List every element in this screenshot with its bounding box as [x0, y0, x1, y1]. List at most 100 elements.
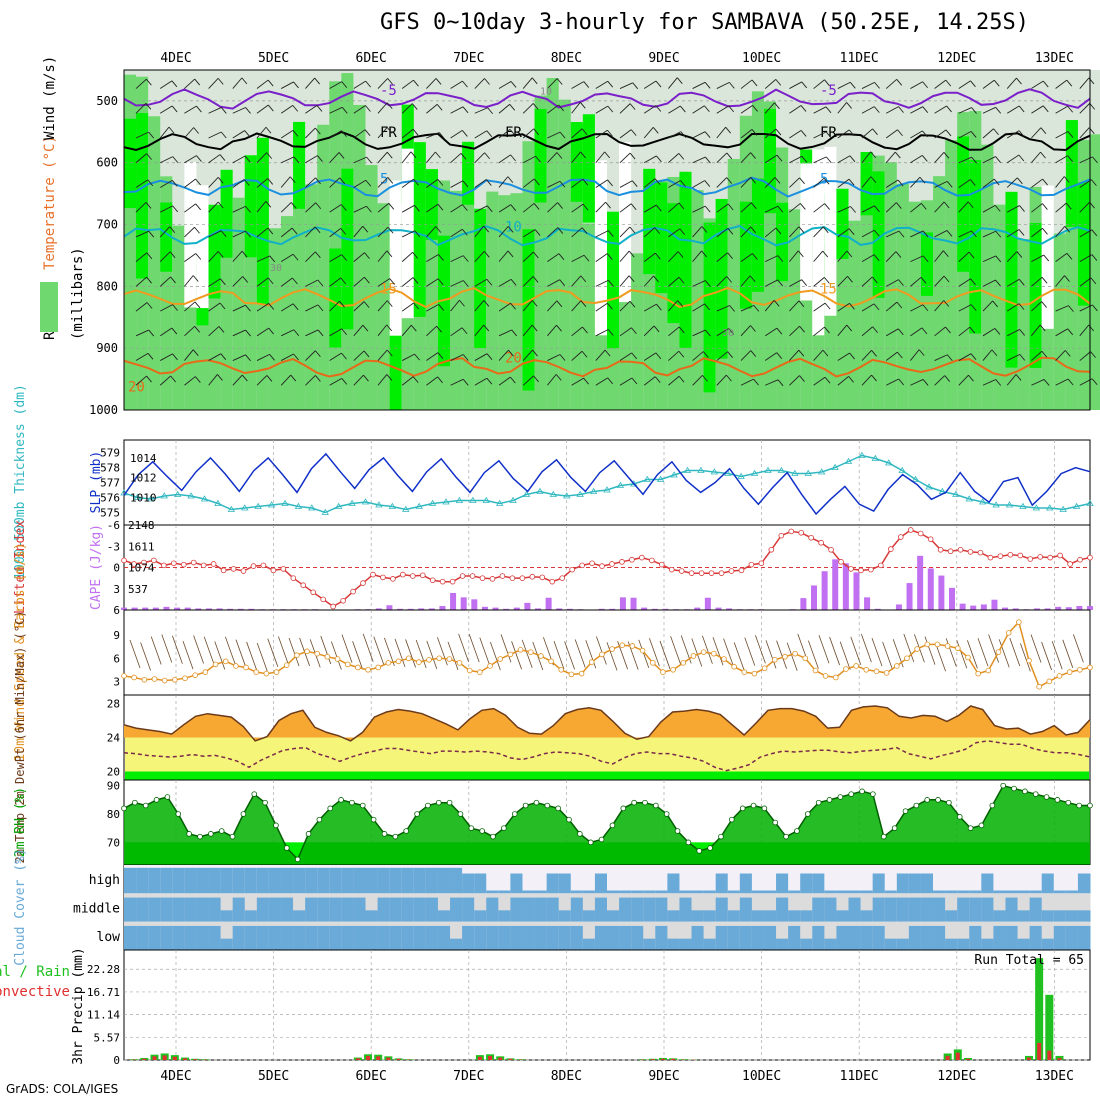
thickness-line-marker — [281, 499, 289, 506]
wind-barb — [583, 254, 590, 262]
wind-barb — [386, 324, 393, 332]
pressure-tick-label: 600 — [96, 156, 118, 170]
cape-bar — [980, 604, 987, 610]
wind-barb-10m — [988, 634, 999, 663]
cloud-cell — [788, 865, 801, 894]
wind-barb — [872, 128, 878, 136]
lifted-index-line-marker — [210, 561, 217, 567]
wind-barb — [619, 275, 630, 287]
wind-barb — [885, 78, 898, 89]
wind-barb — [510, 279, 517, 286]
lifted-index-line-marker — [708, 570, 715, 576]
wind-barb — [994, 328, 1001, 335]
cloud-cell — [776, 897, 789, 922]
cloud-cell — [1065, 890, 1079, 894]
wind-barb — [256, 126, 267, 139]
rh2m-line-marker — [859, 788, 865, 795]
wind-barb — [571, 102, 581, 114]
wind-barb — [813, 376, 826, 386]
rh-shade-cell — [1053, 233, 1067, 410]
wind-barb — [559, 279, 566, 286]
cloud-cell — [293, 910, 306, 922]
wind-barb — [338, 152, 345, 159]
wind-barb — [413, 79, 419, 87]
cloud-cell — [1029, 865, 1043, 894]
cloud-cell — [148, 867, 161, 894]
wind-speed-line-marker — [294, 652, 300, 658]
wind-barb — [547, 374, 557, 386]
rh2m-line-marker — [501, 825, 507, 831]
cloud-cell — [969, 865, 982, 894]
wind-barb — [934, 275, 945, 287]
cloud-cell — [401, 897, 415, 922]
cloud-cell — [256, 925, 270, 950]
wind-barb — [861, 205, 875, 213]
wind-barb — [643, 80, 657, 89]
wind-barb — [861, 276, 873, 287]
wind-barb — [870, 151, 877, 159]
wind-barb — [813, 302, 826, 312]
wind-barb — [1067, 155, 1074, 162]
wind-barb — [777, 279, 783, 287]
wind-barb — [232, 107, 246, 114]
wind-barb — [532, 276, 539, 283]
wind-barb — [147, 353, 154, 360]
wind-barb — [789, 177, 800, 188]
wind-barb — [1079, 277, 1092, 287]
wind-barb — [329, 352, 342, 361]
thickness-line-marker — [1005, 501, 1014, 508]
cape-bar — [174, 607, 181, 610]
wind-barb — [159, 80, 173, 89]
wind-barb — [556, 324, 562, 332]
wind-speed-line-marker — [334, 656, 341, 662]
wind-barb — [232, 230, 246, 238]
cloud-axis-label: Cloud Cover (%) — [13, 848, 28, 965]
wind-barb — [654, 178, 661, 185]
wind-barb-10m — [871, 637, 883, 667]
thickness-line-marker — [133, 493, 142, 500]
precip-tick-label: 22.28 — [87, 963, 120, 976]
wind-speed-line-marker — [538, 653, 544, 659]
wind-barb — [1091, 179, 1097, 186]
wind-barb — [595, 179, 608, 188]
precip-convective-bar — [386, 1057, 391, 1060]
wind-barb — [765, 255, 779, 263]
rh2m-line-marker — [370, 816, 377, 823]
wind-barb — [1042, 178, 1048, 186]
wind-barb — [655, 105, 662, 112]
cape-bar — [556, 608, 563, 610]
wind-barb — [861, 151, 872, 164]
wind-barb — [172, 304, 178, 311]
cloud-cell — [848, 897, 862, 922]
wind-barb — [412, 128, 419, 136]
lifted-index-line-marker — [649, 557, 655, 564]
wind-barb — [824, 376, 831, 384]
isotherm-label: 5 — [380, 171, 388, 187]
wind-barb — [789, 105, 802, 114]
cloud-cell — [896, 897, 910, 922]
rh-shade-cell — [329, 248, 343, 348]
cape-tick-label: 537 — [128, 583, 148, 596]
wind-barb — [377, 202, 390, 213]
thickness-line-marker — [992, 501, 1000, 508]
wind-speed-line-marker — [253, 669, 259, 675]
wind-barb — [582, 203, 589, 211]
wind-barb-10m — [1030, 634, 1042, 663]
wind-barb — [716, 152, 728, 164]
wind-barb-10m — [288, 637, 300, 667]
cloud-cell — [582, 865, 596, 894]
wind-speed-line-marker — [731, 663, 737, 670]
wind-barb — [581, 350, 588, 358]
lifted-index-line-marker — [469, 573, 476, 579]
wind-barb — [557, 227, 564, 234]
wind-barb — [532, 103, 539, 110]
wind-barb — [595, 80, 608, 89]
thickness-line-marker — [1059, 505, 1067, 512]
rh2m-line-marker — [316, 816, 323, 823]
wind-barb-10m — [246, 641, 257, 671]
wind-speed-line-marker — [741, 669, 748, 675]
precip-total-bar — [1055, 1055, 1064, 1060]
wind-speed-line-marker — [680, 660, 687, 666]
wind-barb — [942, 250, 949, 257]
cloud-cell — [920, 873, 934, 894]
